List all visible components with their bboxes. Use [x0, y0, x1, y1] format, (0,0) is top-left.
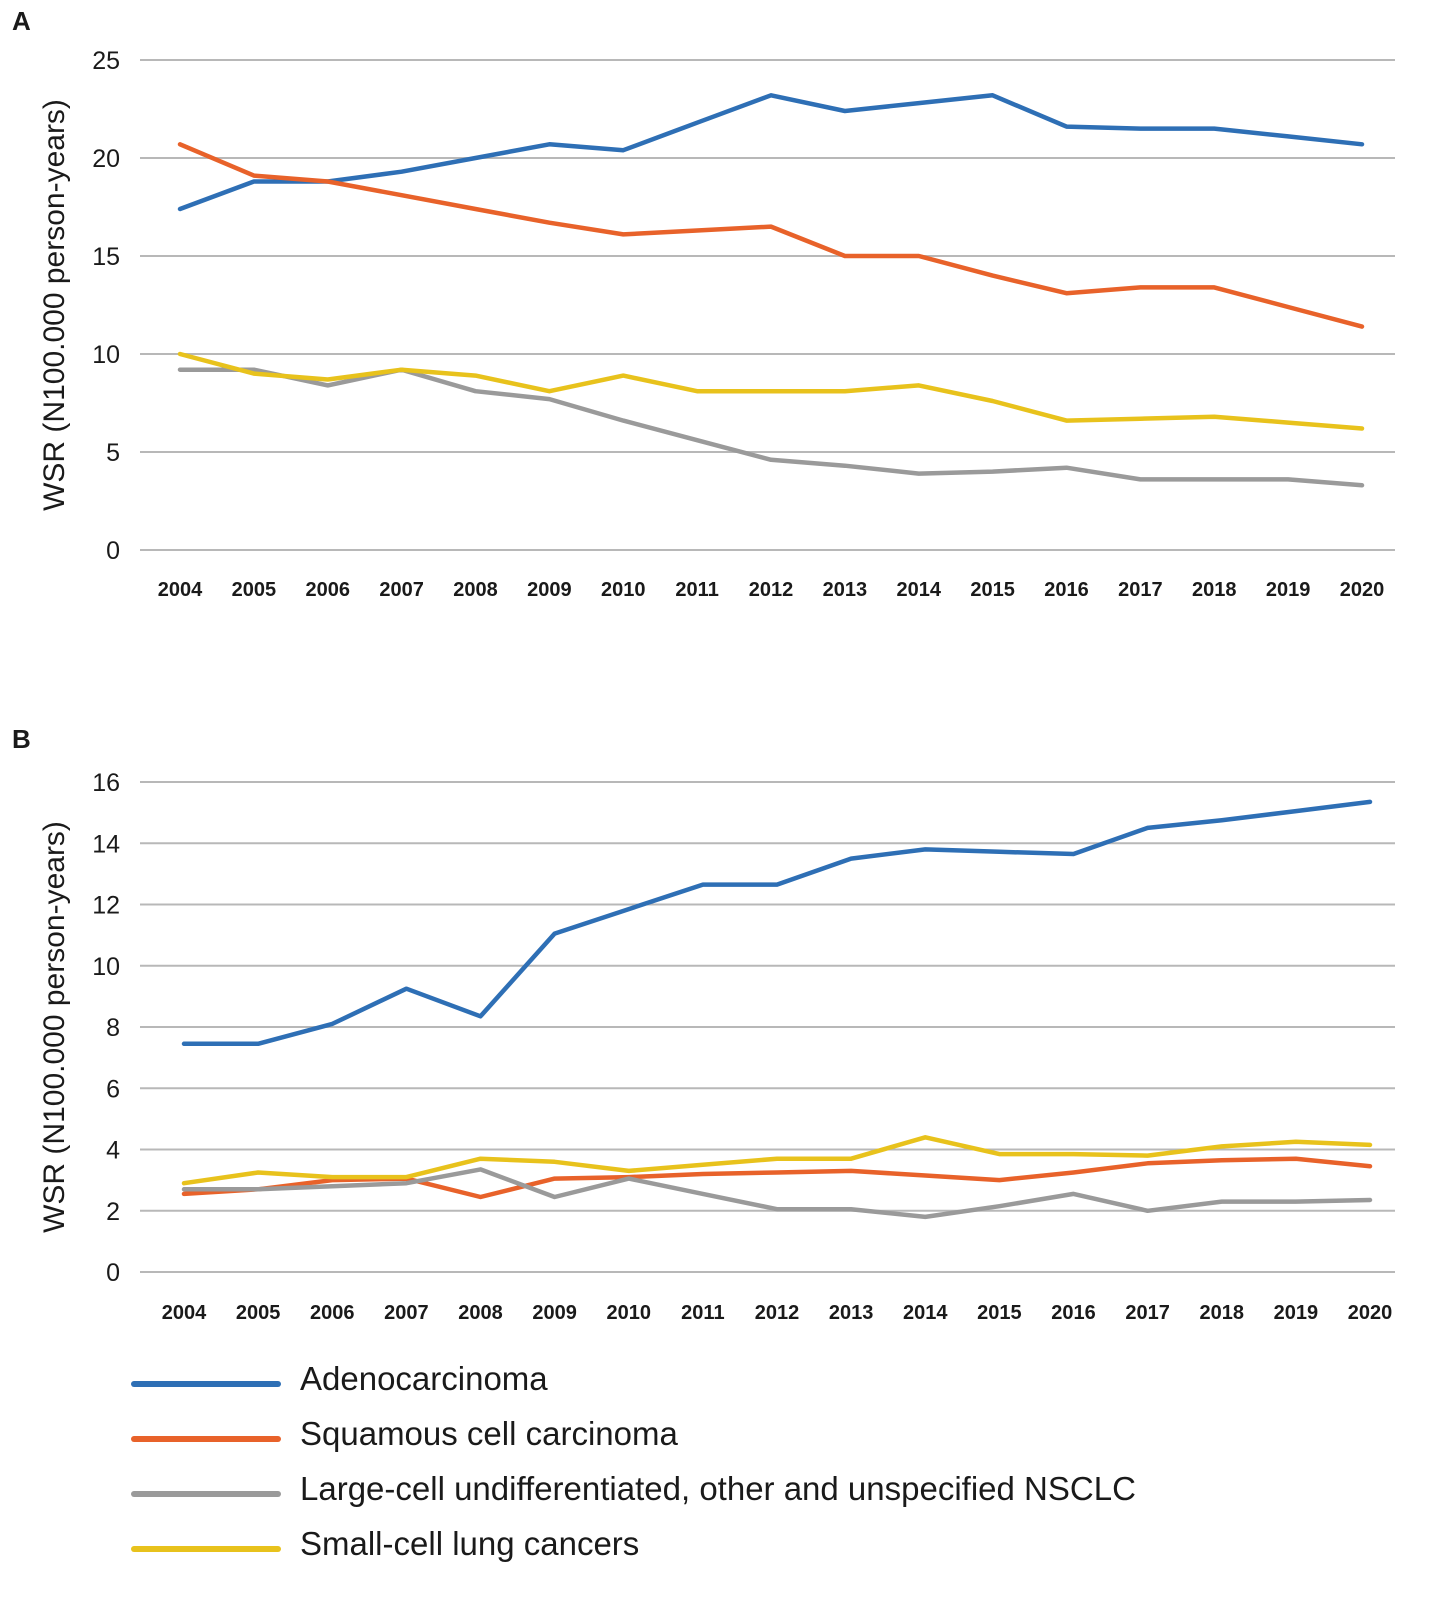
panel-b-y-tick-14: 14	[92, 830, 120, 858]
panel-b-y-axis-title: WSR (N100.000 person-years)	[38, 821, 71, 1233]
panel-b-x-tick-2008: 2008	[458, 1302, 503, 1324]
panel-b-x-tick-2012: 2012	[755, 1302, 800, 1324]
panel-b-x-tick-2016: 2016	[1051, 1302, 1096, 1324]
panel-b-series-adenocarcinoma	[181, 799, 1373, 1047]
panel-a-x-tick-2011: 2011	[675, 579, 718, 601]
panel-a-x-tick-2013: 2013	[823, 579, 868, 601]
panel-a-y-tick-0: 0	[106, 537, 120, 565]
panel-b-y-tick-6: 6	[106, 1075, 120, 1103]
panel-b-series-small-cell-lung-cancers	[181, 1135, 1373, 1186]
panel-a-series-squamous-cell-carcinoma	[177, 142, 1365, 329]
panel-b-y-tick-16: 16	[92, 769, 120, 797]
panel-a-x-tick-2015: 2015	[970, 579, 1015, 601]
panel-a-x-tick-2017: 2017	[1118, 579, 1163, 601]
panel-b-x-tick-2005: 2005	[236, 1302, 281, 1324]
panel-a-x-tick-2016: 2016	[1044, 579, 1089, 601]
panel-a-x-tick-2012: 2012	[749, 579, 794, 601]
panel-b-y-tick-2: 2	[106, 1198, 120, 1226]
legend: Adenocarcinoma Squamous cell carcinoma Lar…	[131, 1360, 1136, 1562]
panel-a-x-tick-2005: 2005	[232, 579, 277, 601]
panel-a-y-tick-5: 5	[106, 439, 120, 467]
panel-a-x-tick-2009: 2009	[527, 579, 572, 601]
panel-a-chart: A 0 5 10 15 20 25 2004 2005 2006 2007 2008 2009 2010 2…	[12, 6, 1395, 601]
panel-b-x-tick-2011: 2011	[681, 1302, 724, 1324]
panel-b-x-tick-2017: 2017	[1125, 1302, 1170, 1324]
panel-a-x-tick-2006: 2006	[306, 579, 351, 601]
panel-b-x-tick-2019: 2019	[1274, 1302, 1319, 1324]
panel-b-y-tick-0: 0	[106, 1259, 120, 1287]
panel-a-x-tick-2020: 2020	[1340, 579, 1385, 601]
panel-b-x-tick-2013: 2013	[829, 1302, 874, 1324]
panel-a-y-tick-25: 25	[92, 47, 120, 75]
legend-label-squamous-cell-carcinoma: Squamous cell carcinoma	[300, 1415, 678, 1452]
legend-label-large-cell-undifferentiated-other-and-unspecified-nsclc: Large-cell undifferentiated, other and u…	[300, 1470, 1136, 1507]
panel-a-x-tick-2019: 2019	[1266, 579, 1311, 601]
panel-b-x-tick-2015: 2015	[977, 1302, 1022, 1324]
panel-b-series-large-cell-undifferentiated-other-and-unspecified-nsclc	[181, 1167, 1373, 1220]
panel-a-x-tick-2014: 2014	[897, 579, 942, 601]
panel-b-x-tick-2018: 2018	[1200, 1302, 1245, 1324]
panel-a-x-tick-2004: 2004	[158, 579, 203, 601]
panel-b-x-tick-2009: 2009	[532, 1302, 577, 1324]
panel-b-chart: B 0 2 4 6 8 10 12 14 16 2004 2005 2006 2007 2008 2009 20…	[12, 724, 1395, 1324]
panel-a-y-tick-20: 20	[92, 145, 120, 173]
panel-a-series-small-cell-lung-cancers	[177, 351, 1365, 431]
panel-b-y-tick-8: 8	[106, 1014, 120, 1042]
panel-a-series-adenocarcinoma	[177, 93, 1365, 212]
panel-a-x-tick-2008: 2008	[453, 579, 498, 601]
panel-a-x-tick-2010: 2010	[601, 579, 646, 601]
panel-a-y-tick-10: 10	[92, 341, 120, 369]
panel-b-x-tick-2010: 2010	[607, 1302, 652, 1324]
panel-a-y-tick-15: 15	[92, 243, 120, 271]
panel-b-x-tick-2020: 2020	[1348, 1302, 1393, 1324]
panel-a-series-large-cell-undifferentiated-other-and-unspecified-nsclc	[177, 367, 1365, 488]
panel-b-x-tick-2006: 2006	[310, 1302, 355, 1324]
panel-b-label: B	[12, 724, 31, 754]
panel-b-y-tick-10: 10	[92, 953, 120, 981]
panel-b-x-tick-2007: 2007	[384, 1302, 429, 1324]
panel-a-x-tick-2007: 2007	[379, 579, 424, 601]
panel-b-y-tick-12: 12	[92, 892, 120, 920]
panel-b-y-tick-4: 4	[106, 1137, 120, 1165]
panel-a-label: A	[12, 6, 31, 36]
legend-label-small-cell-lung-cancers: Small-cell lung cancers	[300, 1525, 639, 1562]
panel-b-x-tick-2014: 2014	[903, 1302, 948, 1324]
panel-b-x-tick-2004: 2004	[162, 1302, 207, 1324]
legend-label-adenocarcinoma: Adenocarcinoma	[300, 1360, 548, 1397]
panel-a-y-axis-title: WSR (N100.000 person-years)	[38, 99, 71, 511]
panel-a-x-tick-2018: 2018	[1192, 579, 1237, 601]
